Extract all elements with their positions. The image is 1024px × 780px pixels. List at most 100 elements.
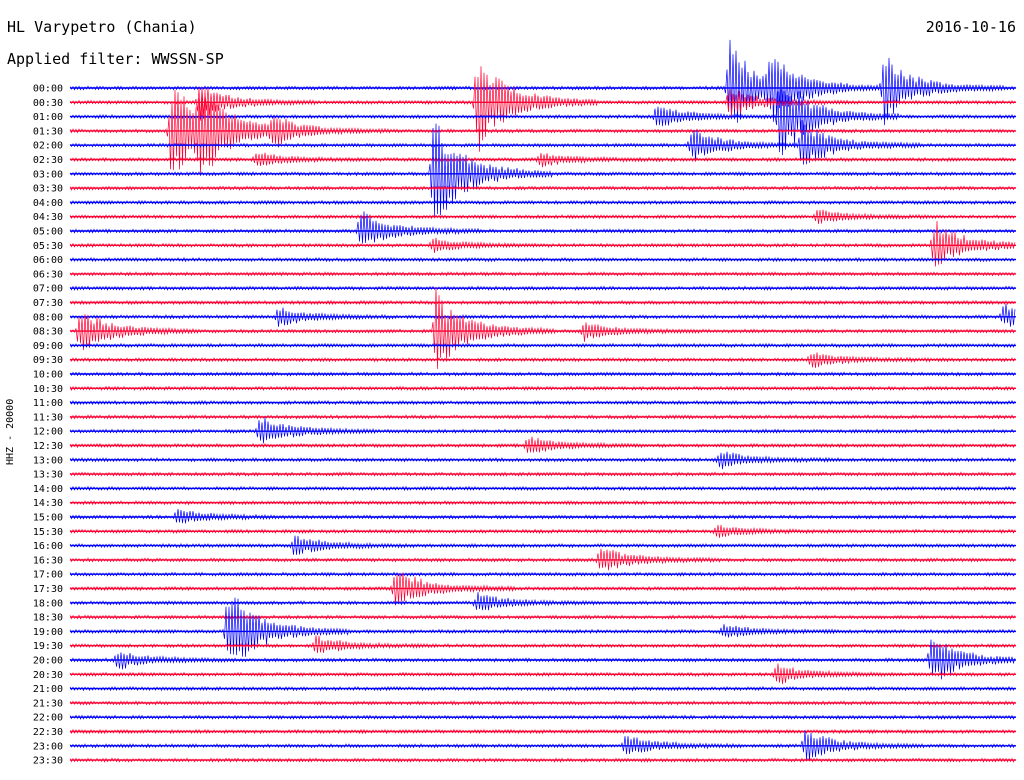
row-label: 23:00 [33, 741, 63, 752]
trace-row [69, 299, 1016, 306]
trace-row [69, 285, 1016, 291]
trace-row [69, 199, 1016, 206]
trace-row [69, 614, 1016, 620]
row-label: 00:30 [33, 98, 63, 109]
row-label: 18:30 [33, 613, 63, 624]
row-label: 20:00 [33, 656, 63, 667]
trace-row [69, 89, 1016, 156]
channel-label: HHZ - 20000 [5, 398, 16, 465]
trace-row [69, 385, 1016, 391]
trace-row [69, 417, 1016, 444]
row-label: 21:00 [33, 684, 63, 695]
trace-row [69, 728, 1016, 735]
row-label: 06:00 [33, 255, 63, 266]
trace-row [69, 757, 1016, 763]
trace-row [69, 256, 1016, 263]
row-label: 23:30 [33, 756, 63, 767]
row-label: 21:30 [33, 698, 63, 709]
row-label: 01:00 [33, 112, 63, 123]
row-label: 17:00 [33, 570, 63, 581]
row-label: 16:00 [33, 541, 63, 552]
trace-row [69, 209, 1016, 224]
row-label: 18:00 [33, 598, 63, 609]
row-label: 15:00 [33, 513, 63, 524]
row-label: 08:00 [33, 312, 63, 323]
trace-row [69, 221, 1016, 267]
row-label: 02:30 [33, 155, 63, 166]
row-label: 10:30 [33, 384, 63, 395]
trace-row [69, 548, 1016, 571]
station-title: HL Varypetro (Chania) [7, 18, 197, 36]
trace-row [69, 399, 1016, 406]
trace-row [69, 342, 1016, 349]
row-label: 13:00 [33, 455, 63, 466]
trace-row [69, 730, 1016, 761]
trace-row [69, 592, 1016, 611]
trace-row [69, 152, 1016, 168]
row-label: 03:00 [33, 169, 63, 180]
row-label: 20:30 [33, 670, 63, 681]
trace-row [69, 508, 1016, 524]
trace-row [69, 500, 1016, 506]
trace-row [69, 66, 1016, 152]
row-label: 00:00 [33, 84, 63, 95]
date-label: 2016-10-16 [925, 18, 1016, 36]
row-label: 10:00 [33, 370, 63, 381]
trace-row [69, 714, 1016, 720]
row-label: 02:00 [33, 141, 63, 152]
trace-row [69, 572, 1016, 606]
row-label: 16:30 [33, 555, 63, 566]
row-label: 12:00 [33, 427, 63, 438]
trace-row [69, 303, 1016, 327]
row-label: 22:00 [33, 713, 63, 724]
trace-row [69, 120, 1016, 165]
trace-row [69, 286, 1016, 370]
row-label: 11:30 [33, 412, 63, 423]
trace-row [69, 211, 1016, 244]
filter-label: Applied filter: WWSSN-SP [7, 50, 224, 68]
row-label: 12:30 [33, 441, 63, 452]
trace-row [69, 451, 1016, 470]
trace-row [69, 436, 1016, 453]
row-label: 04:00 [33, 198, 63, 209]
row-label: 05:30 [33, 241, 63, 252]
trace-row [69, 685, 1016, 692]
row-label: 19:30 [33, 641, 63, 652]
trace-row [69, 471, 1016, 477]
row-label: 06:30 [33, 269, 63, 280]
trace-row [69, 571, 1016, 577]
trace-row [69, 597, 1016, 657]
trace-row [69, 700, 1016, 706]
trace-row [69, 635, 1016, 654]
row-label: 07:00 [33, 284, 63, 295]
row-label: 11:00 [33, 398, 63, 409]
row-label: 22:30 [33, 727, 63, 738]
row-label: 01:30 [33, 126, 63, 137]
trace-row [69, 271, 1016, 277]
trace-row [69, 535, 1016, 555]
row-label: 09:30 [33, 355, 63, 366]
trace-row [69, 485, 1016, 492]
trace-row [69, 371, 1016, 377]
trace-row [69, 352, 1016, 368]
trace-row [69, 414, 1016, 420]
trace-row [69, 39, 1016, 126]
trace-row [69, 185, 1016, 191]
row-label: 04:30 [33, 212, 63, 223]
trace-row [69, 123, 1016, 217]
row-label: 09:00 [33, 341, 63, 352]
row-label: 05:00 [33, 227, 63, 238]
row-label: 03:30 [33, 184, 63, 195]
row-label: 15:30 [33, 527, 63, 538]
trace-row [69, 663, 1016, 685]
trace-row [69, 639, 1016, 680]
row-label: 17:30 [33, 584, 63, 595]
row-label: 07:30 [33, 298, 63, 309]
row-label: 08:30 [33, 327, 63, 338]
row-label: 13:30 [33, 470, 63, 481]
row-label: 14:30 [33, 498, 63, 509]
trace-row [69, 524, 1016, 538]
row-label: 19:00 [33, 627, 63, 638]
